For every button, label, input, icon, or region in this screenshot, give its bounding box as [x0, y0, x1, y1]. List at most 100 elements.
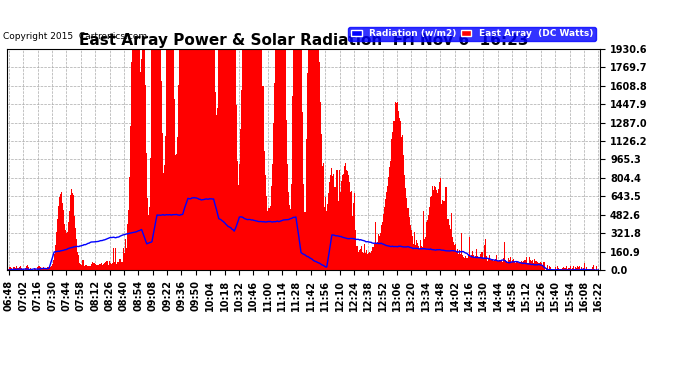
Bar	[280, 49, 281, 270]
Bar	[308, 49, 310, 270]
Bar	[586, 267, 587, 270]
Bar	[101, 263, 102, 270]
Bar	[264, 175, 266, 270]
Bar	[217, 108, 218, 270]
Bar	[498, 261, 499, 270]
Bar	[170, 49, 171, 270]
Bar	[117, 262, 119, 270]
Bar	[175, 155, 176, 270]
Bar	[544, 262, 545, 270]
Bar	[453, 242, 454, 270]
Bar	[161, 134, 163, 270]
Bar	[63, 210, 64, 270]
Bar	[591, 267, 593, 270]
Bar	[448, 225, 450, 270]
Bar	[578, 267, 579, 270]
Bar	[522, 261, 524, 270]
Bar	[476, 249, 477, 270]
Bar	[343, 174, 344, 270]
Bar	[16, 266, 17, 270]
Bar	[524, 260, 526, 270]
Bar	[335, 195, 337, 270]
Bar	[538, 263, 539, 270]
Bar	[278, 49, 279, 270]
Bar	[221, 49, 222, 270]
Bar	[518, 263, 519, 270]
Bar	[560, 269, 561, 270]
Bar	[297, 49, 299, 270]
Bar	[320, 102, 321, 270]
Bar	[106, 261, 107, 270]
Bar	[344, 166, 345, 270]
Bar	[427, 220, 428, 270]
Bar	[8, 269, 10, 270]
Bar	[242, 49, 243, 270]
Bar	[502, 262, 503, 270]
Bar	[381, 225, 382, 270]
Bar	[77, 252, 79, 270]
Bar	[543, 261, 544, 270]
Bar	[70, 195, 71, 270]
Bar	[90, 266, 91, 270]
Bar	[211, 49, 212, 270]
Bar	[454, 245, 455, 270]
Bar	[260, 49, 262, 270]
Bar	[488, 259, 489, 270]
Bar	[254, 49, 255, 270]
Bar	[34, 268, 35, 270]
Bar	[147, 198, 148, 270]
Bar	[577, 266, 578, 270]
Bar	[417, 246, 419, 270]
Bar	[18, 268, 19, 270]
Bar	[497, 261, 498, 270]
Bar	[455, 244, 456, 270]
Bar	[598, 269, 599, 270]
Bar	[520, 262, 521, 270]
Bar	[88, 266, 89, 270]
Bar	[136, 49, 137, 270]
Bar	[465, 256, 466, 270]
Bar	[56, 231, 57, 270]
Bar	[181, 49, 182, 270]
Bar	[310, 49, 312, 270]
Bar	[240, 129, 241, 270]
Bar	[17, 268, 18, 270]
Bar	[425, 237, 426, 270]
Bar	[415, 240, 417, 270]
Bar	[29, 269, 30, 270]
Bar	[284, 49, 285, 270]
Bar	[326, 211, 327, 270]
Bar	[83, 266, 85, 270]
Bar	[493, 261, 494, 270]
Bar	[100, 264, 101, 270]
Bar	[478, 258, 480, 270]
Bar	[314, 49, 315, 270]
Bar	[286, 120, 287, 270]
Bar	[440, 178, 442, 270]
Bar	[306, 140, 307, 270]
Bar	[462, 255, 463, 270]
Bar	[241, 90, 242, 270]
Bar	[573, 267, 574, 270]
Bar	[58, 206, 59, 270]
Bar	[176, 154, 177, 270]
Bar	[274, 84, 275, 270]
Bar	[203, 49, 204, 270]
Bar	[145, 85, 146, 270]
Bar	[268, 209, 270, 270]
Bar	[245, 49, 246, 270]
Bar	[318, 49, 319, 270]
Bar	[495, 259, 496, 270]
Bar	[276, 49, 277, 270]
Bar	[220, 49, 221, 270]
Bar	[450, 229, 451, 270]
Bar	[279, 49, 280, 270]
Bar	[480, 254, 482, 270]
Bar	[312, 49, 313, 270]
Bar	[562, 268, 563, 270]
Bar	[366, 251, 367, 270]
Bar	[128, 210, 129, 270]
Bar	[236, 105, 237, 270]
Bar	[583, 268, 584, 270]
Bar	[290, 209, 291, 270]
